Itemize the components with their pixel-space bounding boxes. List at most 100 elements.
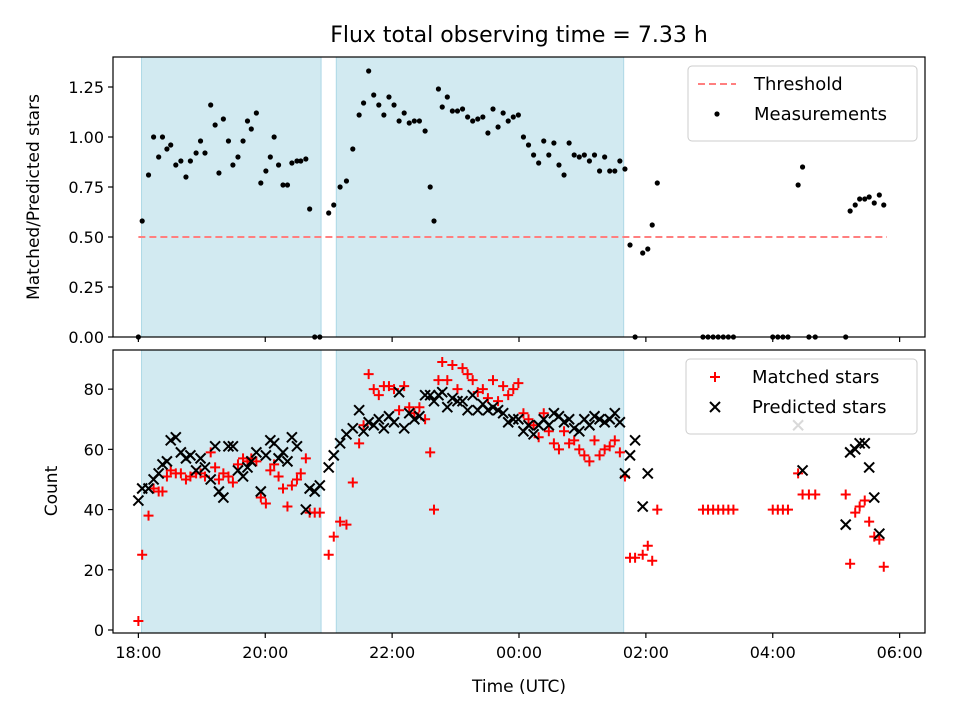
predicted-marker: [487, 401, 499, 413]
predicted-marker: [255, 485, 267, 498]
legend-box: [687, 65, 918, 142]
predicted-marker: [588, 410, 601, 422]
data-point: [202, 150, 208, 156]
matched-marker: [383, 381, 394, 392]
data-point: [515, 112, 521, 118]
predicted-marker: [300, 503, 312, 516]
data-point: [536, 160, 542, 166]
data-point: [602, 154, 608, 160]
y-tick-label: 80: [84, 380, 104, 399]
shaded-span: [335, 56, 625, 338]
legend-marker: [714, 111, 720, 117]
matched-marker: [278, 483, 289, 494]
predicted-marker: [161, 455, 173, 468]
data-point: [561, 172, 567, 178]
legend-box: [685, 358, 918, 435]
predicted-marker: [388, 416, 400, 428]
data-point: [530, 152, 537, 158]
y-tick-label: 1.25: [68, 78, 104, 97]
data-point: [500, 110, 506, 116]
predicted-marker: [583, 419, 596, 431]
data-point: [576, 154, 582, 160]
data-point: [168, 142, 174, 148]
matched-marker: [210, 462, 221, 473]
matched-marker: [175, 468, 186, 479]
data-point: [284, 182, 291, 188]
data-point: [454, 108, 461, 114]
data-point: [230, 162, 236, 168]
matched-marker: [513, 378, 524, 389]
data-point: [145, 172, 152, 178]
matched-marker: [157, 486, 168, 497]
data-point: [520, 134, 527, 140]
predicted-marker: [614, 416, 626, 428]
y-tick-label: 60: [84, 440, 104, 459]
data-point: [331, 202, 337, 208]
predicted-marker: [456, 395, 469, 407]
shaded-span: [141, 349, 322, 634]
data-point: [406, 120, 412, 126]
matched-marker: [223, 471, 234, 482]
matched-marker: [394, 405, 405, 416]
data-point: [371, 92, 377, 98]
data-point: [490, 106, 496, 112]
y-tick-label: 0.75: [68, 178, 104, 197]
y-tick-label: 0: [94, 621, 104, 640]
data-point: [307, 206, 313, 212]
data-point: [617, 158, 623, 164]
matched-marker: [647, 555, 658, 566]
data-point: [546, 152, 552, 158]
data-point: [240, 138, 246, 144]
data-point: [193, 150, 199, 156]
matched-marker: [810, 489, 821, 500]
matched-marker: [487, 375, 498, 386]
y-tick-label: 40: [84, 501, 104, 520]
data-point: [326, 210, 332, 216]
predicted-marker: [373, 413, 385, 425]
legend-label: Threshold: [753, 74, 843, 95]
data-point: [303, 156, 309, 162]
data-point: [263, 168, 269, 174]
matched-marker: [840, 489, 851, 500]
matched-marker: [523, 414, 534, 425]
x-axis-label: Time (UTC): [471, 677, 566, 697]
data-point: [275, 162, 282, 168]
matched-marker: [165, 465, 176, 476]
legend-marker: [709, 401, 721, 413]
predicted-marker: [548, 407, 560, 419]
matched-marker: [286, 480, 297, 491]
predicted-marker: [446, 392, 459, 404]
predicted-marker: [839, 518, 852, 531]
predicted-marker: [408, 413, 421, 425]
predicted-marker: [334, 437, 346, 450]
data-point: [350, 146, 356, 152]
predicted-marker: [424, 389, 436, 401]
predicted-marker: [844, 446, 856, 459]
legend-marker: [710, 372, 720, 382]
predicted-marker: [849, 443, 861, 456]
data-point: [294, 158, 300, 164]
predicted-marker: [502, 416, 514, 428]
data-point: [847, 208, 853, 214]
matched-marker: [637, 549, 648, 560]
y-tick-label: 0.25: [68, 278, 104, 297]
predicted-marker: [393, 386, 405, 398]
data-point: [248, 126, 254, 132]
bottom-y-axis-label: Count: [42, 465, 62, 516]
x-tick-label: 18:00: [115, 643, 161, 662]
matched-marker: [498, 381, 509, 392]
chart-title: Flux total observing time = 7.33 h: [330, 23, 708, 48]
matched-marker: [599, 444, 610, 455]
data-point: [298, 158, 304, 164]
data-point: [208, 102, 214, 108]
data-point: [178, 158, 184, 164]
data-point: [435, 86, 442, 92]
matched-marker: [255, 492, 266, 503]
bottom-panel: 18:00 20:00 22:00 00:00 02:00 04:00 06:00 0 20 40…: [84, 349, 926, 662]
matched-marker: [291, 474, 302, 485]
predicted-marker: [184, 449, 197, 462]
data-point: [376, 102, 382, 108]
matched-marker: [630, 552, 641, 563]
data-point: [480, 114, 486, 120]
predicted-marker: [497, 407, 509, 419]
